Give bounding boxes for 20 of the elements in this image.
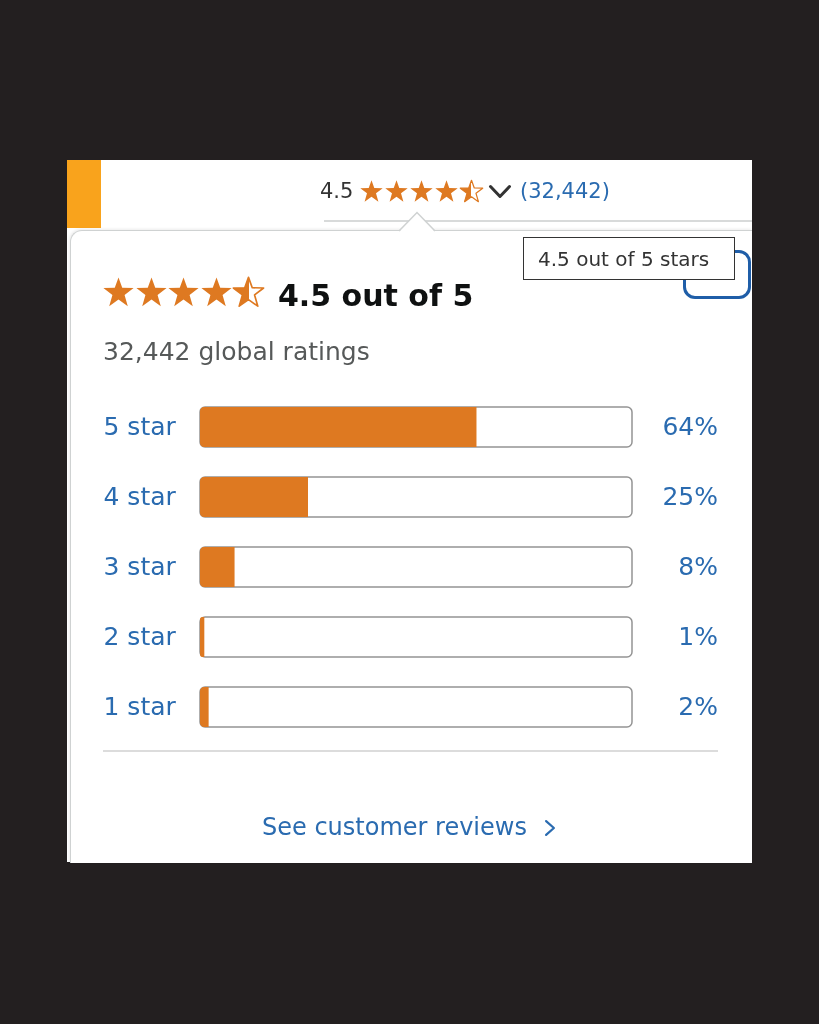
text: 4.5 xyxy=(320,179,354,203)
y-tick-label: 3 star xyxy=(103,552,177,581)
bar xyxy=(200,477,308,517)
bar xyxy=(200,617,205,657)
bar xyxy=(200,687,209,727)
data-label: 64% xyxy=(662,412,718,441)
data-label: 1% xyxy=(678,622,718,651)
y-tick-label: 2 star xyxy=(103,622,177,651)
data-label: 25% xyxy=(662,482,718,511)
bar xyxy=(200,547,235,587)
y-tick-label: 4 star xyxy=(103,482,177,511)
chart-subtitle: 32,442 global ratings xyxy=(103,337,370,366)
data-label: 8% xyxy=(678,552,718,581)
text: 4.5 out of 5 stars xyxy=(538,247,710,271)
text: See customer reviews xyxy=(262,813,527,841)
y-tick-label: 1 star xyxy=(103,692,177,721)
text: (32,442) xyxy=(520,179,610,203)
y-tick-label: 5 star xyxy=(103,412,177,441)
data-label: 2% xyxy=(678,692,718,721)
chart-title: 4.5 out of 5 xyxy=(278,278,474,313)
